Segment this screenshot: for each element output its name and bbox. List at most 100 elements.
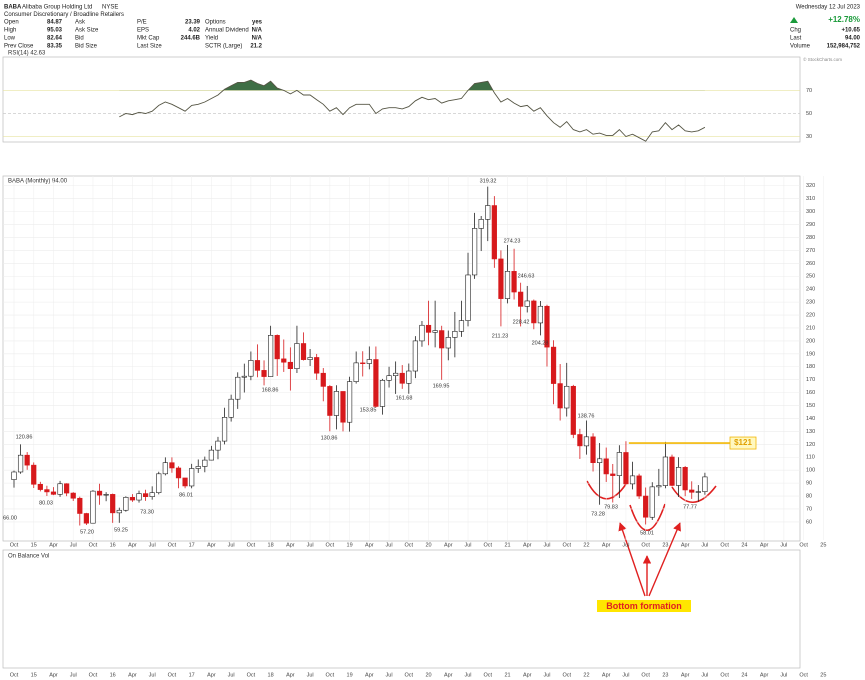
rsi-line — [119, 79, 706, 142]
candle-body — [452, 331, 458, 338]
price-annotation: 138.76 — [578, 413, 595, 419]
candle-body — [616, 452, 622, 476]
obv-title: On Balance Vol — [8, 554, 49, 560]
x-tick-label: Jul — [780, 542, 787, 548]
x-tick-label: Apr — [286, 542, 295, 548]
candle-body — [24, 454, 30, 466]
candle-body — [603, 458, 609, 475]
candle-body — [577, 434, 583, 447]
x-tick-label: 16 — [110, 672, 116, 678]
candle-body — [287, 361, 293, 369]
x-tick-label: 18 — [268, 542, 274, 548]
price-annotation: 66.00 — [3, 515, 17, 521]
candle-body — [597, 458, 603, 463]
candle-body — [504, 271, 511, 299]
field-value: 83.35 — [47, 44, 63, 50]
field-value: 21.2 — [250, 44, 262, 50]
candle-body — [300, 343, 307, 360]
candle-body — [662, 456, 669, 486]
price-annotation: 211.23 — [492, 333, 508, 339]
x-tick-label: Oct — [168, 542, 177, 548]
x-tick-label: Jul — [622, 672, 629, 678]
candle-body — [162, 462, 168, 475]
x-tick-label: Apr — [128, 672, 137, 678]
x-tick-label: 24 — [741, 542, 747, 548]
candle-body — [37, 483, 43, 490]
callout-box — [597, 600, 691, 612]
y-tick-label: 130 — [806, 429, 815, 435]
bottom-arc — [671, 485, 717, 503]
y-tick-label: 30 — [806, 134, 812, 140]
x-tick-label: 21 — [504, 672, 510, 678]
candle-body — [353, 362, 359, 382]
field-label: Last Size — [137, 44, 162, 50]
field-value: N/A — [252, 36, 263, 42]
candle-body — [261, 370, 267, 377]
x-tick-label: Oct — [89, 542, 98, 548]
candle-body — [629, 475, 636, 485]
candle-body — [90, 490, 96, 524]
x-tick-label: Oct — [641, 542, 650, 548]
arrow — [618, 522, 646, 597]
y-tick-label: 240 — [806, 287, 815, 293]
x-tick-label: Apr — [444, 542, 453, 548]
x-tick-label: Jul — [386, 542, 393, 548]
x-tick-label: Jul — [465, 542, 472, 548]
price-annotation: 153.85 — [360, 407, 377, 413]
candle-body — [31, 464, 37, 485]
x-tick-label: 20 — [425, 672, 431, 678]
candle-body — [583, 436, 590, 447]
candle-body — [689, 489, 695, 493]
x-tick-label: Oct — [799, 542, 808, 548]
x-tick-label: 16 — [110, 542, 116, 548]
candle-body — [143, 493, 149, 497]
price-annotation: 169.95 — [433, 383, 450, 389]
candle-body — [110, 494, 116, 514]
y-tick-label: 170 — [806, 377, 815, 383]
field-value: 152,984,752 — [827, 44, 861, 50]
candle-body — [182, 477, 188, 487]
candle-body — [379, 380, 386, 407]
field-label: Ask — [75, 20, 86, 26]
x-tick-label: Oct — [405, 672, 414, 678]
x-tick-label: Jul — [386, 672, 393, 678]
field-label: EPS — [137, 28, 149, 34]
rsi-panel — [2, 56, 801, 143]
field-label: Ask Size — [75, 28, 99, 34]
field-value: 94.00 — [845, 36, 861, 42]
x-tick-label: Jul — [543, 672, 550, 678]
x-tick-label: Oct — [247, 542, 256, 548]
x-tick-label: Apr — [286, 672, 295, 678]
field-value: 23.39 — [185, 20, 201, 26]
x-tick-label: Oct — [483, 542, 492, 548]
price-annotation: 319.32 — [480, 178, 497, 184]
candle-body — [215, 440, 221, 451]
candle-body — [445, 337, 451, 349]
arrow — [648, 522, 681, 597]
candle-body — [294, 343, 300, 369]
y-tick-label: 140 — [806, 416, 815, 422]
x-tick-label: Apr — [760, 542, 769, 548]
candle-body — [485, 205, 491, 220]
x-tick-label: Jul — [228, 672, 235, 678]
x-tick-label: 22 — [583, 542, 589, 548]
candle-body — [169, 462, 175, 469]
price-annotation: 73.28 — [591, 511, 605, 517]
x-tick-label: Jul — [701, 672, 708, 678]
x-tick-label: Apr — [444, 672, 453, 678]
price-annotation: 58.01 — [640, 530, 654, 536]
y-tick-label: 180 — [806, 364, 815, 370]
x-tick-label: Apr — [760, 672, 769, 678]
candle-body — [320, 372, 326, 387]
candle-body — [399, 372, 405, 384]
price-annotation: 204.28 — [532, 340, 549, 346]
price-annotation: 168.86 — [262, 387, 279, 393]
candle-body — [478, 219, 484, 229]
candle-body — [412, 340, 418, 372]
candle-body — [44, 489, 50, 493]
x-tick-label: Oct — [405, 542, 414, 548]
x-tick-label: 18 — [268, 672, 274, 678]
x-tick-label: Oct — [10, 672, 19, 678]
x-tick-label: Jul — [307, 542, 314, 548]
